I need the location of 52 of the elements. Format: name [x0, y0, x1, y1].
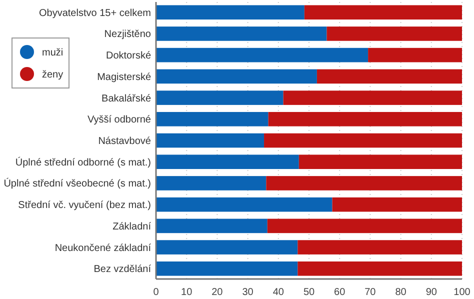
bar: [264, 133, 462, 148]
legend-label: muži: [42, 48, 64, 58]
bar: [156, 26, 327, 41]
bar: [316, 69, 462, 84]
y-tick-label: Bez vzdělání: [94, 264, 152, 276]
y-tick-label: Magisterské: [97, 72, 152, 83]
y-tick-label: Nezjištěno: [104, 29, 152, 40]
bar: [326, 26, 462, 41]
x-tick-label: 10: [181, 287, 193, 298]
y-tick-label: Bakalářské: [102, 93, 152, 104]
bar: [156, 5, 304, 20]
x-tick-label: 70: [364, 287, 376, 298]
bar: [156, 218, 268, 234]
bar: [156, 176, 266, 190]
bar: [156, 133, 264, 148]
bar: [266, 176, 462, 190]
x-tick-label: 50: [303, 287, 315, 298]
y-tick-label: Základní: [112, 221, 152, 232]
x-tick-label: 80: [395, 287, 407, 298]
y-tick-label: Střední vč. vyučení (bez mat.): [18, 200, 151, 212]
x-tick-label: 90: [426, 287, 438, 298]
bar: [298, 240, 462, 254]
bar: [268, 112, 462, 126]
x-tick-label: 100: [454, 287, 471, 298]
x-tick-label: 40: [272, 287, 284, 298]
bar: [156, 261, 298, 276]
legend-label: ženy: [42, 70, 64, 80]
y-tick-label: Úplné střední odborné (s mat.): [15, 156, 151, 168]
x-tick-label: 30: [242, 287, 254, 298]
bar: [156, 112, 268, 126]
y-tick-label: Neukončené základní: [54, 242, 152, 254]
bar: [156, 154, 299, 170]
bar: [298, 154, 462, 170]
bar: [156, 90, 284, 105]
bar: [283, 90, 462, 105]
x-tick-label: 20: [212, 287, 224, 298]
y-tick-label: Vyšší odborné: [87, 114, 152, 126]
y-tick-label: Úplné střední všeobecné (s mat.): [4, 178, 151, 190]
bar: [156, 69, 317, 84]
bar: [267, 218, 462, 234]
y-tick-label: Nástavbové: [98, 136, 152, 147]
x-tick-label: 0: [153, 287, 160, 298]
bar: [156, 240, 298, 254]
bar: [298, 261, 462, 276]
bar: [156, 197, 332, 212]
bar: [304, 5, 462, 20]
bar: [368, 48, 462, 62]
bar: [332, 197, 462, 212]
bar: [156, 48, 368, 62]
x-tick-label: 60: [334, 287, 346, 298]
y-tick-label: Obyvatelstvo 15+ celkem: [39, 8, 151, 19]
y-tick-label: Doktorské: [106, 50, 152, 62]
